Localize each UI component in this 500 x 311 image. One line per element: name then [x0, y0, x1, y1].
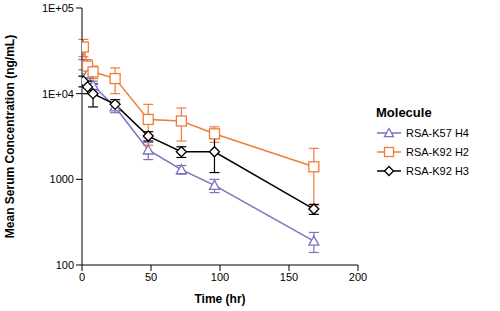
svg-text:0: 0	[79, 271, 85, 283]
html-text:RSA-K57 H4: RSA-K57 H4	[406, 127, 469, 139]
svg-text:50: 50	[145, 271, 157, 283]
svg-text:1000: 1000	[50, 173, 74, 185]
svg-text:Mean Serum Concentration (ng/m: Mean Serum Concentration (ng/mL)	[8, 35, 17, 238]
svg-text:1E+04: 1E+04	[42, 88, 74, 100]
svg-text:100: 100	[56, 259, 74, 271]
svg-text:150: 150	[280, 271, 298, 283]
svg-text:200: 200	[349, 271, 367, 283]
svg-text:Time (hr): Time (hr)	[194, 292, 245, 306]
html-text:Molecule: Molecule	[376, 105, 432, 120]
html-text:RSA-K92 H3: RSA-K92 H3	[406, 165, 469, 177]
svg-text:100: 100	[211, 271, 229, 283]
svg-text:1E+05: 1E+05	[42, 2, 74, 14]
html-text:RSA-K92 H2: RSA-K92 H2	[406, 146, 469, 158]
